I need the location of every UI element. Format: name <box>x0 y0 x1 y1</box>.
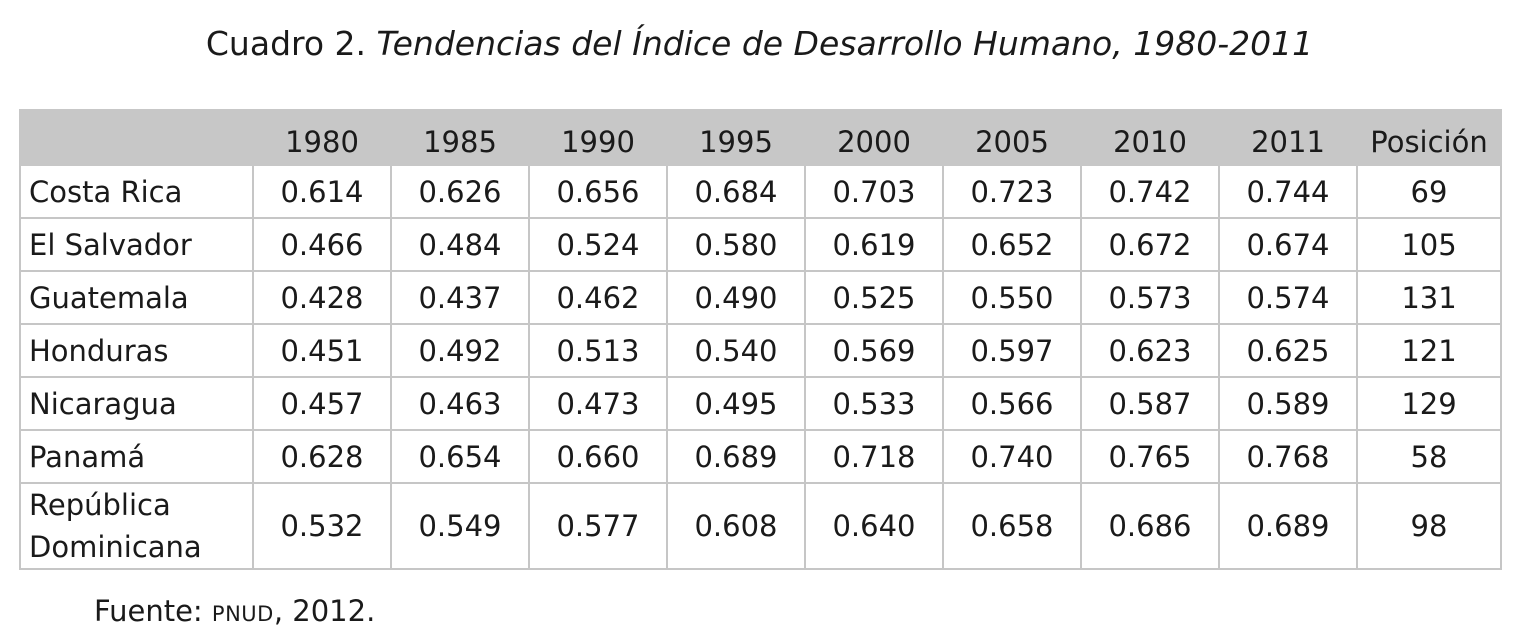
value-cell: 0.652 <box>942 217 1082 272</box>
value-cell: 0.656 <box>528 164 668 219</box>
country-cell: Panamá <box>19 429 254 484</box>
value-cell: 0.495 <box>666 376 806 431</box>
caption-number: Cuadro 2. <box>205 24 367 63</box>
table-row: Guatemala 0.428 0.437 0.462 0.490 0.525 … <box>19 270 1502 325</box>
value-cell: 0.723 <box>942 164 1082 219</box>
value-cell: 0.689 <box>1218 482 1358 570</box>
country-cell: Costa Rica <box>19 164 254 219</box>
value-cell: 0.689 <box>666 429 806 484</box>
country-line: República <box>29 488 171 522</box>
value-cell: 0.457 <box>252 376 392 431</box>
value-cell: 0.658 <box>942 482 1082 570</box>
value-cell: 0.484 <box>390 217 530 272</box>
source-org: PNUD <box>211 602 274 626</box>
value-cell: 0.490 <box>666 270 806 325</box>
country-cell: Honduras <box>19 323 254 378</box>
value-cell: 0.587 <box>1080 376 1220 431</box>
source-year: , 2012. <box>273 594 376 628</box>
value-cell: 0.573 <box>1080 270 1220 325</box>
caption-title: Tendencias del Índice de Desarrollo Huma… <box>376 24 1314 63</box>
value-cell: 0.462 <box>528 270 668 325</box>
value-cell: 0.463 <box>390 376 530 431</box>
value-cell: 0.686 <box>1080 482 1220 570</box>
column-header: 1990 <box>528 109 668 166</box>
header-corner-cell <box>19 109 254 166</box>
value-cell: 0.513 <box>528 323 668 378</box>
value-cell: 0.608 <box>666 482 806 570</box>
value-cell: 0.428 <box>252 270 392 325</box>
value-cell: 0.703 <box>804 164 944 219</box>
rank-cell: 121 <box>1356 323 1502 378</box>
table-row: República Dominicana 0.532 0.549 0.577 0.… <box>19 482 1502 570</box>
value-cell: 0.768 <box>1218 429 1358 484</box>
value-cell: 0.437 <box>390 270 530 325</box>
rank-cell: 69 <box>1356 164 1502 219</box>
value-cell: 0.589 <box>1218 376 1358 431</box>
rank-cell: 58 <box>1356 429 1502 484</box>
value-cell: 0.550 <box>942 270 1082 325</box>
value-cell: 0.765 <box>1080 429 1220 484</box>
table-row: Honduras 0.451 0.492 0.513 0.540 0.569 0… <box>19 323 1502 378</box>
value-cell: 0.466 <box>252 217 392 272</box>
value-cell: 0.660 <box>528 429 668 484</box>
value-cell: 0.654 <box>390 429 530 484</box>
table-caption: Cuadro 2. Tendencias del Índice de Desar… <box>0 22 1519 66</box>
value-cell: 0.625 <box>1218 323 1358 378</box>
column-header: Posición <box>1356 109 1502 166</box>
column-header: 1995 <box>666 109 806 166</box>
value-cell: 0.619 <box>804 217 944 272</box>
rank-cell: 105 <box>1356 217 1502 272</box>
column-header: 2010 <box>1080 109 1220 166</box>
value-cell: 0.742 <box>1080 164 1220 219</box>
table-row: Panamá 0.628 0.654 0.660 0.689 0.718 0.7… <box>19 429 1502 484</box>
value-cell: 0.684 <box>666 164 806 219</box>
table-row: Nicaragua 0.457 0.463 0.473 0.495 0.533 … <box>19 376 1502 431</box>
value-cell: 0.597 <box>942 323 1082 378</box>
value-cell: 0.628 <box>252 429 392 484</box>
column-header: 1985 <box>390 109 530 166</box>
column-header: 1980 <box>252 109 392 166</box>
column-header: 2000 <box>804 109 944 166</box>
value-cell: 0.718 <box>804 429 944 484</box>
country-line: Dominicana <box>29 530 202 564</box>
value-cell: 0.569 <box>804 323 944 378</box>
value-cell: 0.524 <box>528 217 668 272</box>
value-cell: 0.566 <box>942 376 1082 431</box>
value-cell: 0.533 <box>804 376 944 431</box>
value-cell: 0.577 <box>528 482 668 570</box>
column-header: 2005 <box>942 109 1082 166</box>
rank-cell: 98 <box>1356 482 1502 570</box>
value-cell: 0.626 <box>390 164 530 219</box>
value-cell: 0.451 <box>252 323 392 378</box>
hdi-table: 1980 1985 1990 1995 2000 2005 2010 2011 … <box>19 109 1502 570</box>
rank-cell: 129 <box>1356 376 1502 431</box>
country-cell: Nicaragua <box>19 376 254 431</box>
value-cell: 0.674 <box>1218 217 1358 272</box>
value-cell: 0.549 <box>390 482 530 570</box>
value-cell: 0.740 <box>942 429 1082 484</box>
value-cell: 0.492 <box>390 323 530 378</box>
value-cell: 0.744 <box>1218 164 1358 219</box>
country-cell: Guatemala <box>19 270 254 325</box>
value-cell: 0.574 <box>1218 270 1358 325</box>
value-cell: 0.532 <box>252 482 392 570</box>
value-cell: 0.640 <box>804 482 944 570</box>
value-cell: 0.473 <box>528 376 668 431</box>
source-label: Fuente: <box>94 594 203 628</box>
value-cell: 0.580 <box>666 217 806 272</box>
column-header: 2011 <box>1218 109 1358 166</box>
value-cell: 0.623 <box>1080 323 1220 378</box>
source-note: Fuente: PNUD, 2012. <box>94 591 375 634</box>
value-cell: 0.672 <box>1080 217 1220 272</box>
value-cell: 0.540 <box>666 323 806 378</box>
value-cell: 0.525 <box>804 270 944 325</box>
header-row: 1980 1985 1990 1995 2000 2005 2010 2011 … <box>19 109 1502 166</box>
value-cell: 0.614 <box>252 164 392 219</box>
country-cell: República Dominicana <box>19 482 254 570</box>
table-row: Costa Rica 0.614 0.626 0.656 0.684 0.703… <box>19 164 1502 219</box>
country-cell: El Salvador <box>19 217 254 272</box>
rank-cell: 131 <box>1356 270 1502 325</box>
table-row: El Salvador 0.466 0.484 0.524 0.580 0.61… <box>19 217 1502 272</box>
